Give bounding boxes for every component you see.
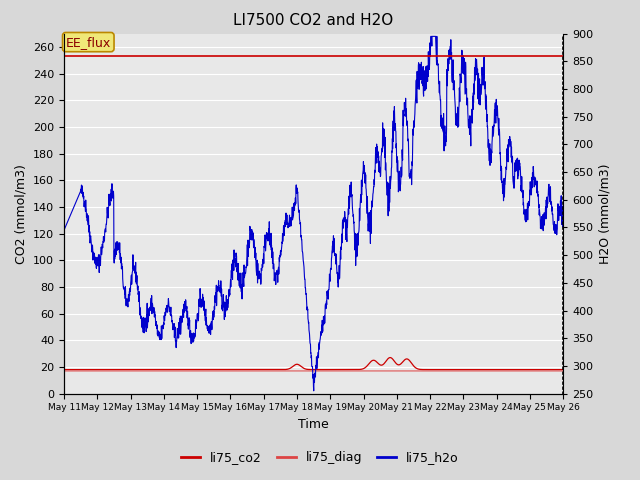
Y-axis label: CO2 (mmol/m3): CO2 (mmol/m3) xyxy=(15,164,28,264)
Legend: li75_co2, li75_diag, li75_h2o: li75_co2, li75_diag, li75_h2o xyxy=(177,446,463,469)
Title: LI7500 CO2 and H2O: LI7500 CO2 and H2O xyxy=(234,13,394,28)
Text: EE_flux: EE_flux xyxy=(66,36,111,48)
X-axis label: Time: Time xyxy=(298,418,329,431)
Y-axis label: H2O (mmol/m3): H2O (mmol/m3) xyxy=(599,163,612,264)
